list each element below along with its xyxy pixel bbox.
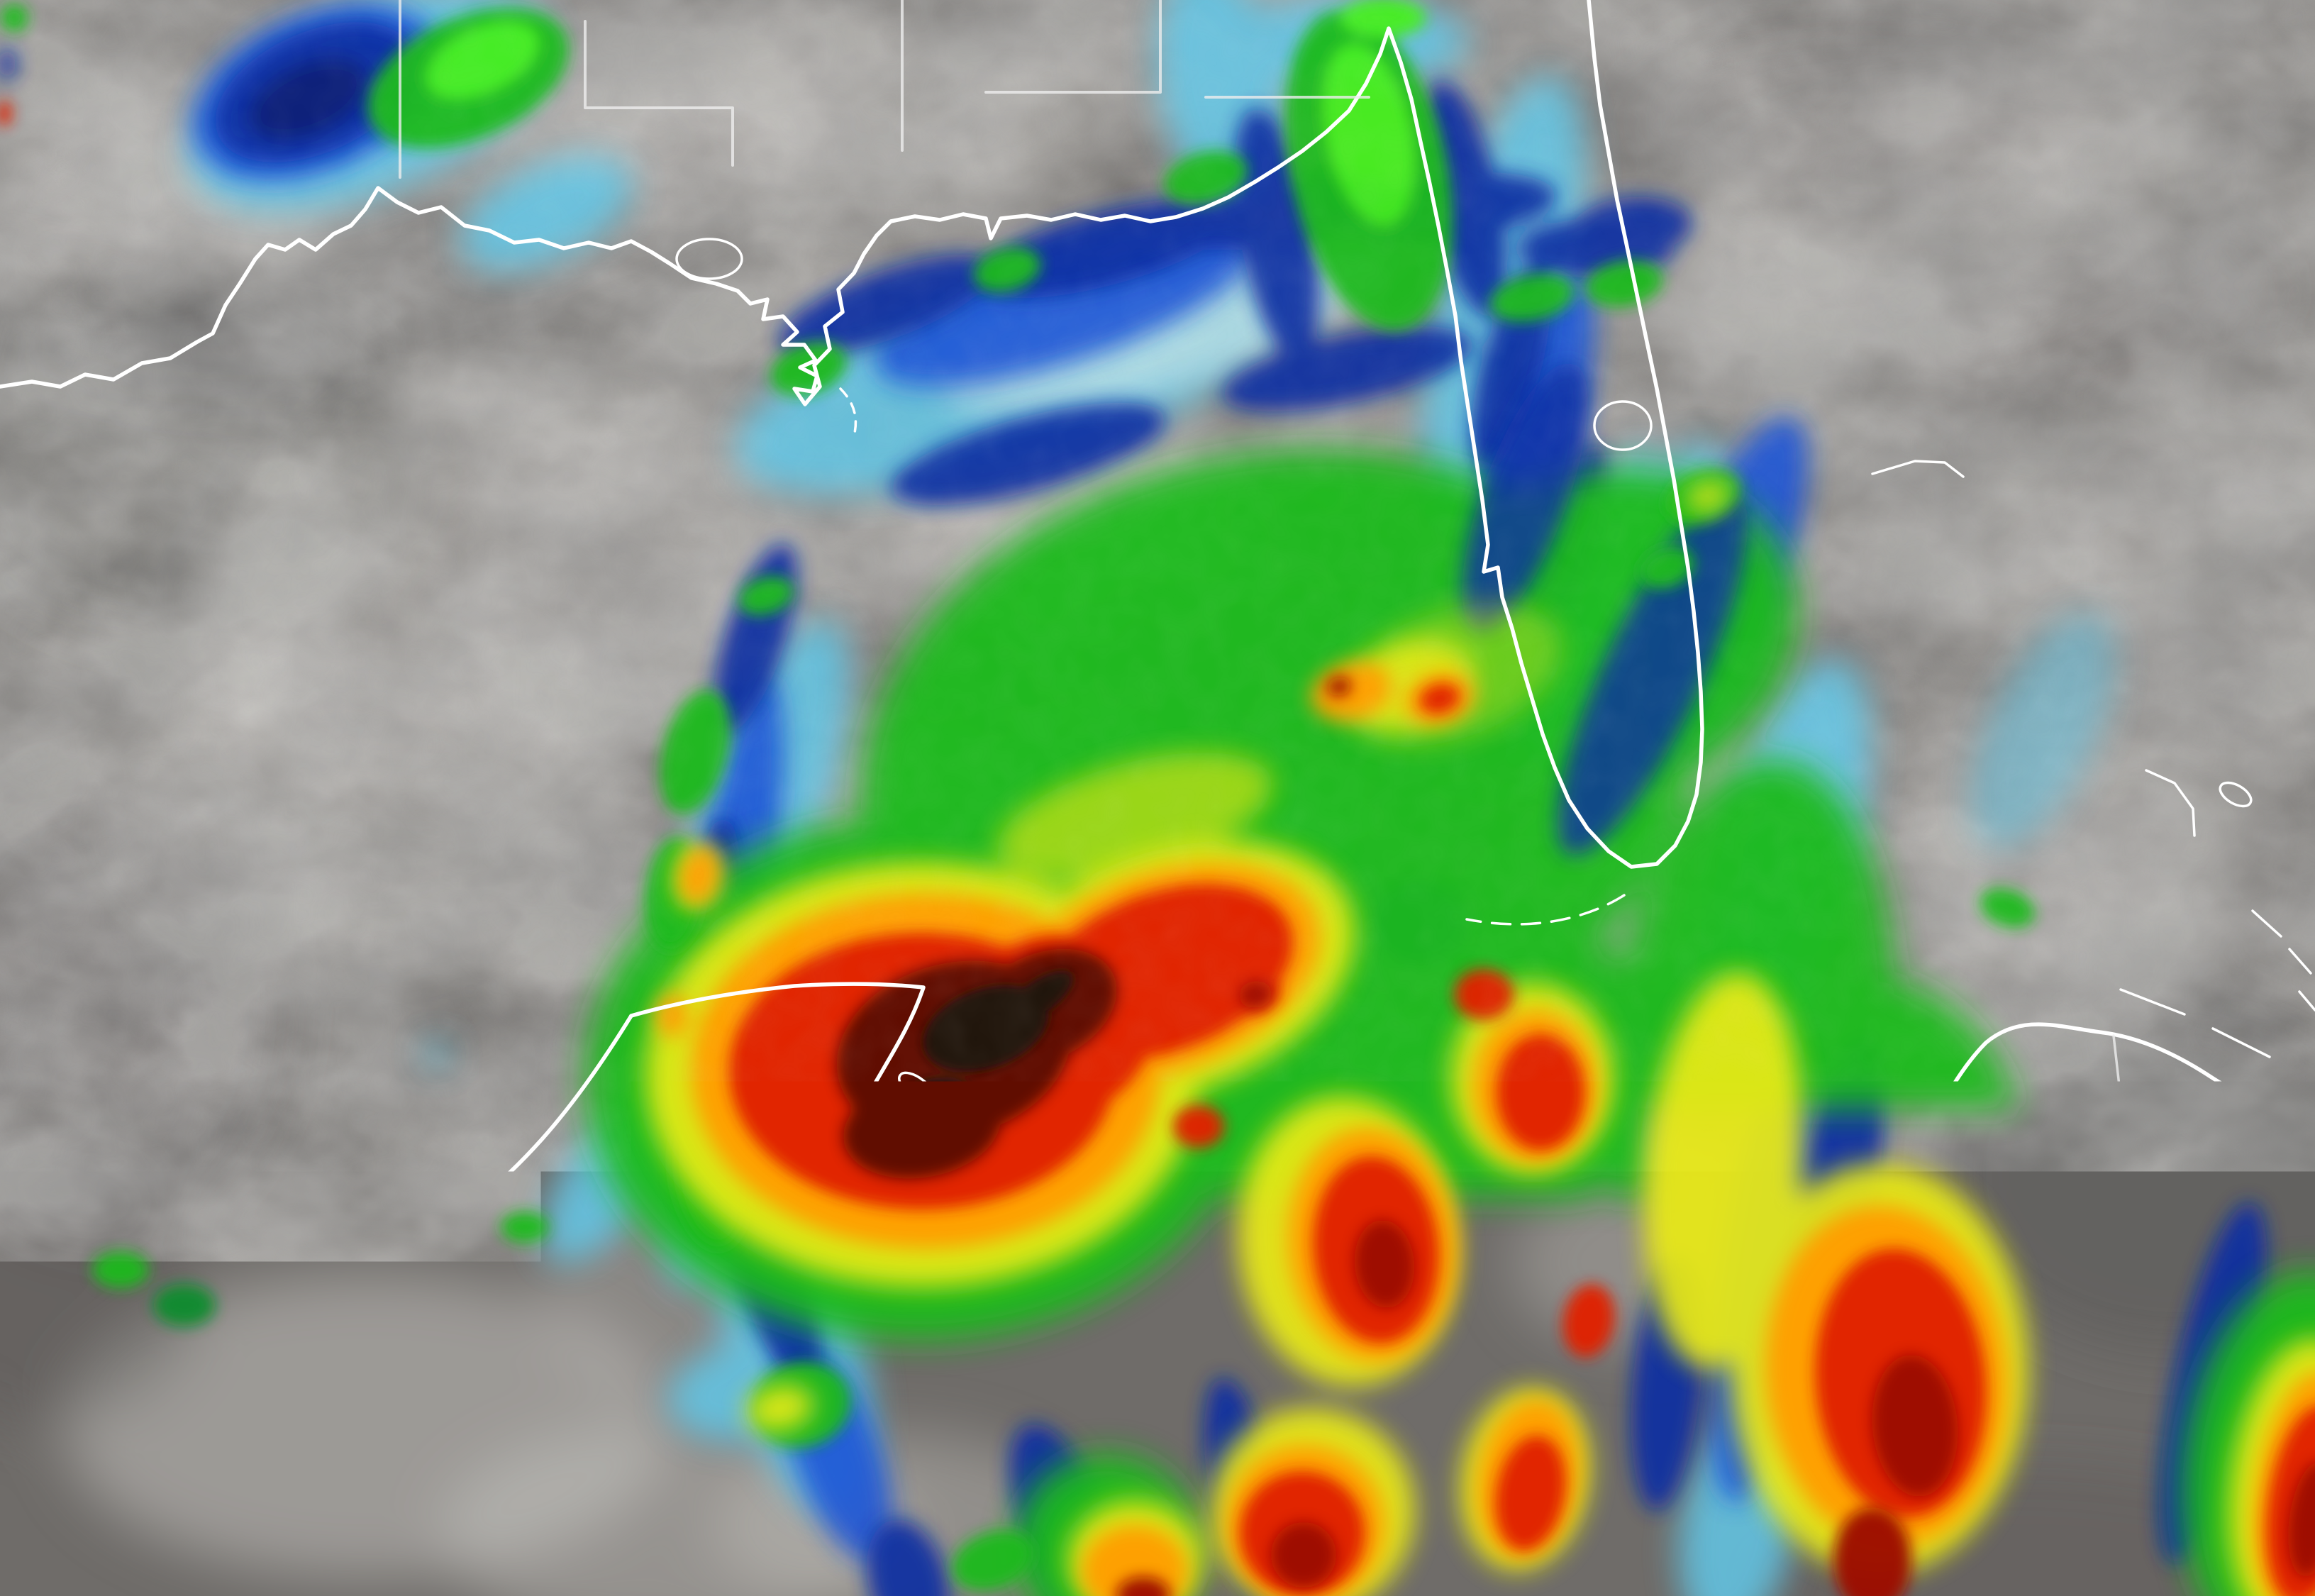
satellite-image: enhanced-infrared-weather-satellite-imag…: [0, 0, 2315, 1596]
satellite-map-canvas: enhanced-infrared-weather-satellite-imag…: [0, 0, 2315, 1596]
cloud-noise-fine: [0, 0, 2315, 1596]
